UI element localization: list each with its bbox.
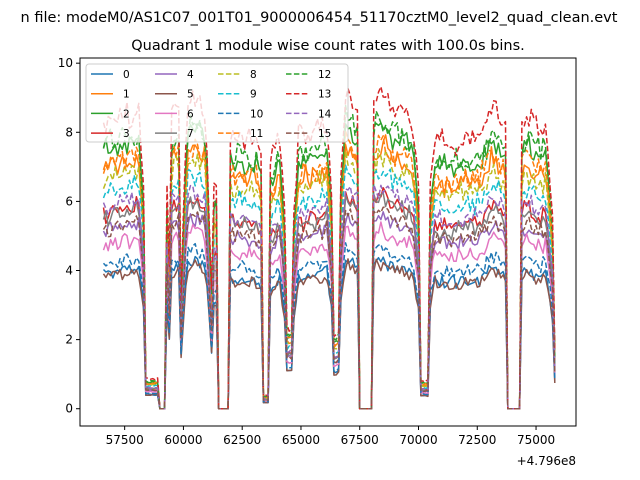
legend-label-9: 9 [250, 89, 257, 101]
x-tick-label: 57500 [106, 433, 144, 447]
plot-frame [79, 57, 577, 427]
legend-label-11: 11 [250, 128, 263, 140]
y-axis: 0 2 4 6 8 10 [58, 56, 80, 416]
x-tick-label: 67500 [341, 433, 379, 447]
legend-label-7: 7 [187, 128, 194, 140]
legend-label-2: 2 [123, 108, 130, 120]
x-tick-label: 65000 [282, 433, 320, 447]
legend-label-13: 13 [318, 89, 331, 101]
x-offset-text: +4.796e8 [517, 454, 576, 468]
x-axis: 57500 60000 62500 65000 67500 70000 72500 75000 [106, 426, 555, 447]
legend-label-10: 10 [250, 108, 263, 120]
series-line-9 [102, 164, 556, 410]
x-tick-label: 70000 [399, 433, 437, 447]
legend-box [85, 63, 349, 143]
suptitle: n file: modeM0/AS1C07_001T01_9000006454_… [21, 10, 618, 26]
y-tick-label: 0 [65, 402, 73, 416]
x-tick-label: 60000 [164, 433, 202, 447]
series-line-10 [102, 242, 556, 410]
y-tick-label: 8 [65, 125, 73, 139]
series-line-15 [102, 206, 556, 410]
y-tick-label: 6 [65, 194, 73, 208]
legend-label-12: 12 [318, 69, 331, 81]
legend-label-8: 8 [250, 69, 257, 81]
series-line-14 [102, 183, 556, 410]
legend-label-1: 1 [123, 89, 130, 101]
x-tick-label: 75000 [517, 433, 555, 447]
legend-label-3: 3 [123, 128, 130, 140]
x-tick-label: 72500 [458, 433, 496, 447]
legend-label-4: 4 [187, 69, 194, 81]
legend-label-6: 6 [187, 108, 194, 120]
legend-label-0: 0 [123, 69, 130, 81]
legend-label-14: 14 [318, 108, 332, 120]
legend-label-15: 15 [318, 128, 331, 140]
y-tick-label: 2 [65, 333, 73, 347]
legend-label-5: 5 [187, 89, 194, 101]
y-tick-label: 4 [65, 264, 73, 278]
y-tick-label: 10 [58, 56, 73, 70]
x-tick-label: 62500 [223, 433, 261, 447]
chart-title: Quadrant 1 module wise count rates with … [131, 38, 525, 54]
